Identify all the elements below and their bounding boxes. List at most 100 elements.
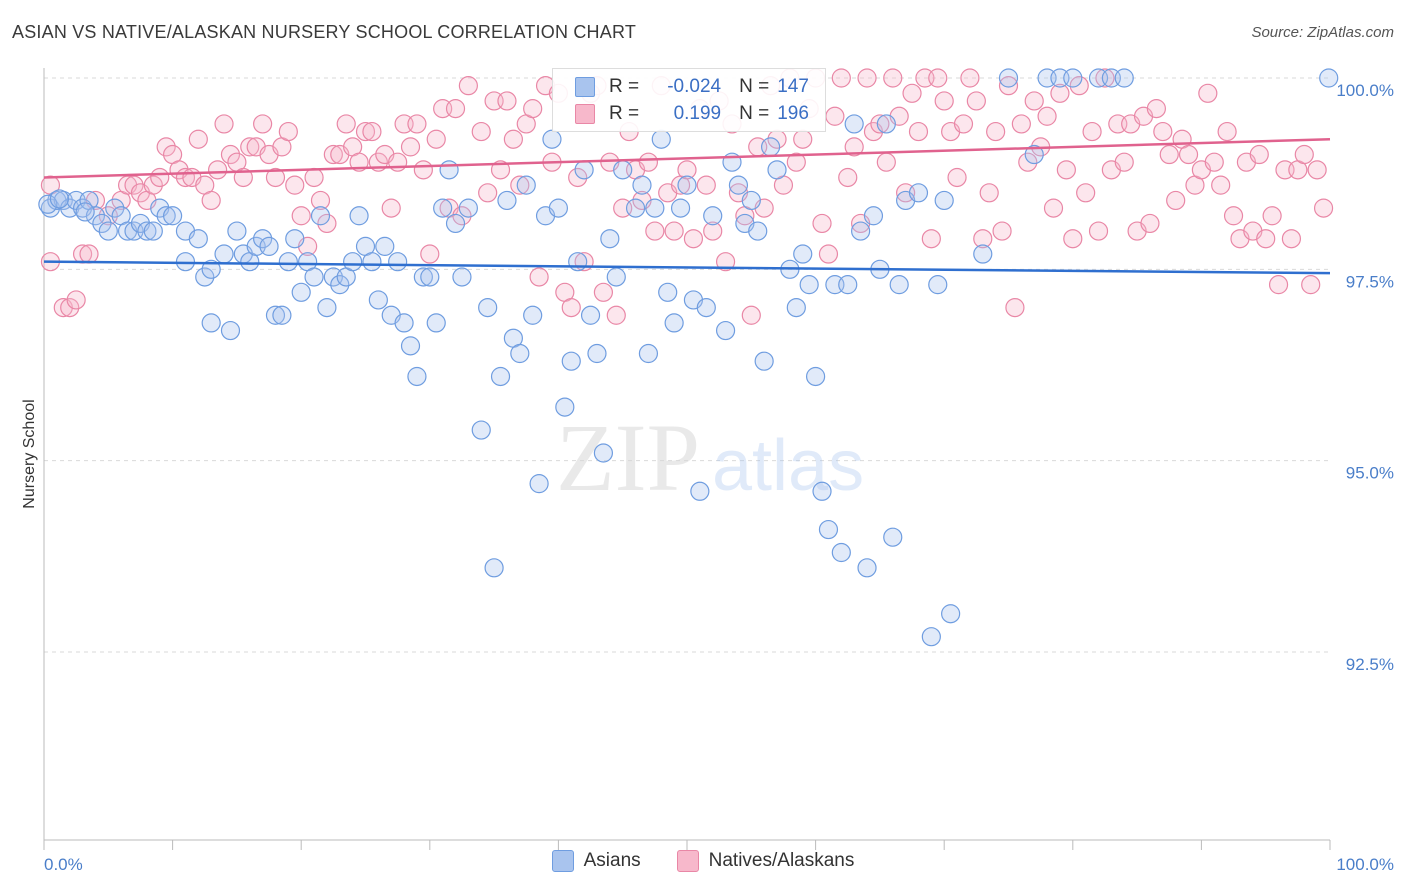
asians-point	[75, 202, 95, 222]
natives-point	[304, 167, 324, 188]
natives-point	[793, 129, 813, 149]
natives-point	[606, 305, 626, 325]
natives-point	[420, 244, 440, 264]
natives-point	[471, 121, 491, 142]
y-axis-label: Nursery School	[21, 399, 38, 508]
asians-point	[587, 343, 607, 364]
asians-point	[748, 221, 768, 241]
asians-point	[227, 221, 247, 241]
asians-point	[786, 298, 806, 318]
asians-point	[516, 175, 536, 195]
asians-point	[613, 160, 633, 180]
natives-point	[1069, 76, 1089, 96]
natives-point	[844, 137, 864, 157]
asians-point	[85, 206, 106, 226]
legend-n-value: 196	[777, 103, 809, 124]
asians-point	[195, 267, 215, 287]
asians-point	[214, 244, 234, 264]
legend-n-label: N =	[739, 76, 770, 97]
natives-point	[278, 121, 298, 142]
asians-point	[143, 221, 163, 241]
asians-point	[741, 190, 761, 211]
asians-point	[285, 229, 305, 249]
natives-swatch	[575, 104, 595, 124]
natives-point	[838, 167, 858, 188]
asians-point	[220, 320, 241, 341]
asians-point	[715, 320, 736, 341]
natives-point	[966, 91, 986, 111]
asians-point	[38, 194, 58, 214]
legend-r-value: -0.024	[667, 76, 722, 97]
asians-point	[844, 114, 864, 134]
asians-point	[561, 351, 581, 371]
asians-point	[523, 305, 543, 325]
asians-point	[941, 604, 961, 624]
asians-point	[696, 298, 716, 318]
asians-point	[863, 206, 884, 226]
natives-point	[362, 121, 382, 142]
asians-point	[568, 252, 588, 272]
natives-point	[323, 144, 343, 165]
natives-point	[928, 68, 948, 88]
asians-point	[92, 213, 112, 234]
natives-point	[998, 76, 1019, 96]
natives-point	[156, 137, 176, 157]
natives-point	[413, 160, 433, 180]
asians-trendline	[43, 260, 1331, 275]
natives-point	[452, 206, 472, 226]
asians-point	[291, 282, 311, 302]
asians-point	[793, 244, 813, 264]
legend-r-label: R =	[609, 76, 640, 97]
legend-r-value: 0.199	[673, 103, 722, 124]
asians-point	[934, 190, 954, 211]
natives-trendline	[43, 137, 1331, 179]
natives-point	[1211, 175, 1231, 195]
y-tick-label: 92.5%	[1346, 655, 1394, 674]
natives-point	[233, 167, 253, 188]
natives-point	[696, 175, 716, 195]
natives-point	[1063, 229, 1083, 249]
natives-point	[208, 160, 228, 180]
natives-point	[66, 290, 86, 310]
natives-point	[407, 114, 427, 134]
asians-point	[413, 267, 433, 287]
asians-point	[49, 189, 70, 209]
asians-point	[998, 68, 1019, 88]
asians-point	[272, 305, 292, 325]
natives-point	[426, 129, 446, 149]
asians-point	[664, 313, 684, 333]
natives-point	[1301, 275, 1321, 295]
natives-point	[1159, 144, 1179, 165]
natives-point	[336, 114, 356, 134]
asians-point	[625, 198, 646, 218]
natives-point	[960, 68, 980, 88]
asians-point	[651, 129, 671, 149]
natives-point	[1056, 160, 1076, 180]
asians-point	[420, 267, 440, 287]
natives-point	[593, 282, 614, 302]
legend-row-asians: R = -0.024 N = 147	[575, 73, 809, 101]
natives-point	[645, 221, 665, 241]
legend-item-natives[interactable]: Natives/Alaskans	[676, 850, 854, 872]
natives-point	[510, 175, 530, 195]
natives-point	[786, 152, 806, 172]
natives-point	[240, 137, 260, 157]
asians-point	[1319, 68, 1339, 88]
natives-point	[1140, 213, 1160, 234]
natives-point	[265, 167, 286, 188]
asians-point	[838, 275, 858, 295]
legend-item-asians[interactable]: Asians	[551, 850, 641, 872]
natives-point	[124, 175, 144, 195]
natives-point	[921, 229, 941, 249]
asians-point	[445, 213, 466, 234]
natives-point	[1307, 160, 1327, 180]
natives-point	[285, 175, 305, 195]
asians-points	[38, 68, 1339, 647]
natives-point	[317, 213, 337, 234]
natives-point	[1043, 198, 1064, 218]
asians-point	[1024, 144, 1044, 165]
natives-point	[1153, 121, 1173, 142]
natives-point	[1223, 206, 1244, 226]
y-tick-label: 100.0%	[1336, 81, 1394, 100]
asians-point	[754, 351, 774, 371]
